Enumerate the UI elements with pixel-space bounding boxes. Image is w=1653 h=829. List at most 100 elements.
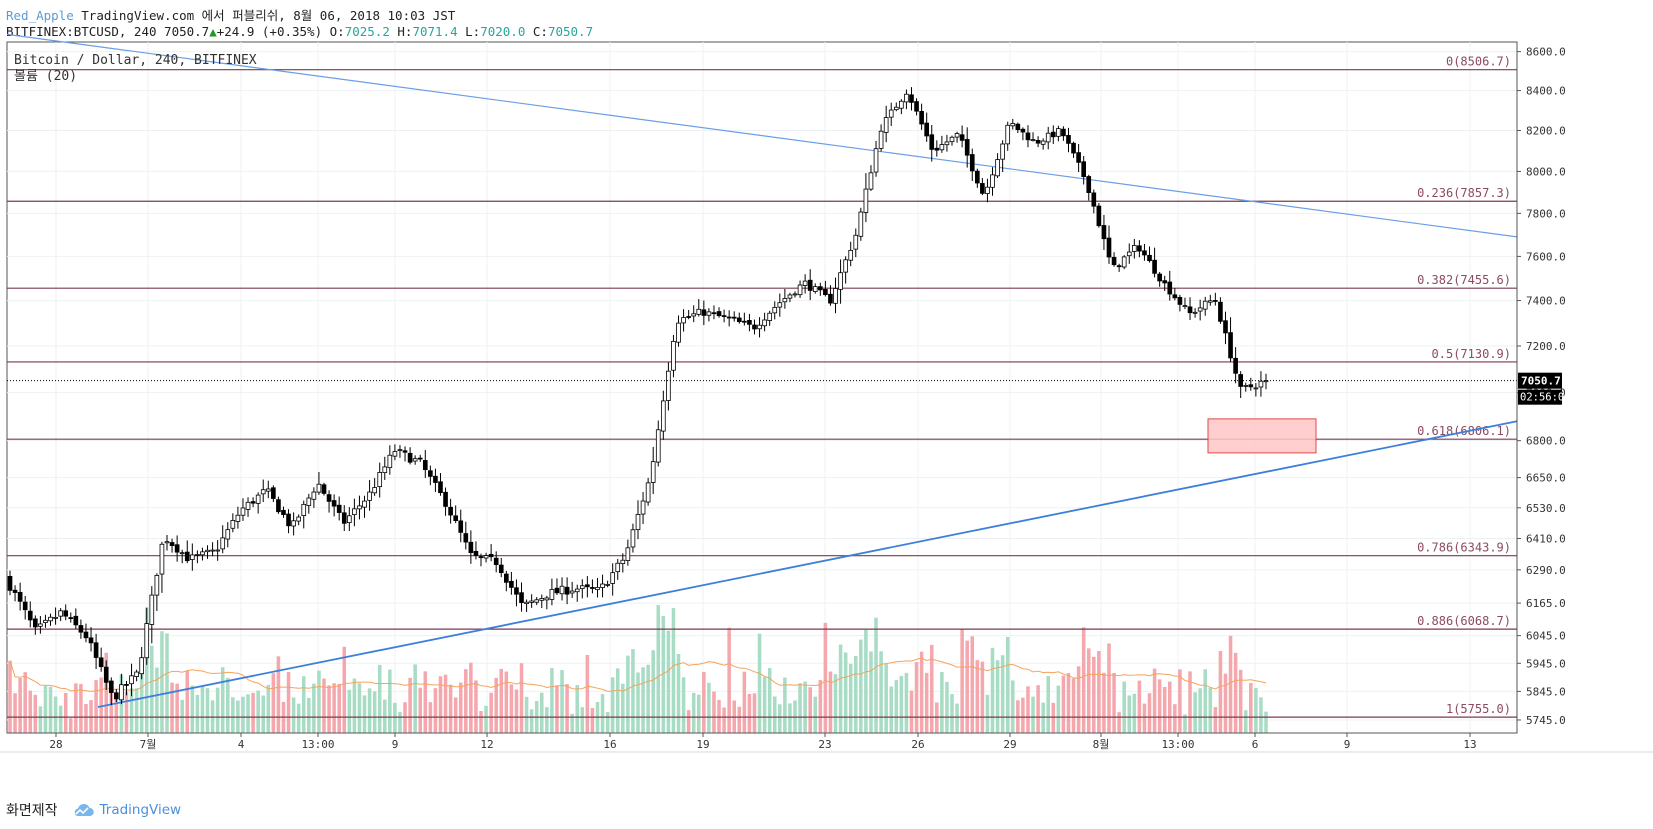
candle-body	[574, 588, 580, 593]
x-tick-label: 26	[911, 738, 924, 751]
candle-body	[762, 319, 767, 327]
candle-body	[1005, 124, 1011, 145]
tradingview-brand[interactable]: TradingView	[72, 802, 181, 818]
volume-bar	[919, 651, 924, 733]
candle-body	[1207, 300, 1213, 303]
volume-bar	[605, 712, 610, 733]
x-tick-label: 9	[1344, 738, 1351, 751]
volume-bar	[165, 633, 169, 733]
volume-bar	[99, 677, 103, 733]
candle-body	[271, 487, 276, 499]
volume-bar	[712, 691, 716, 733]
volume-bar	[970, 636, 975, 733]
candle-body	[154, 575, 160, 596]
candle-body	[974, 170, 980, 184]
y-tick-label: 5945.0	[1526, 657, 1566, 670]
volume-bar	[641, 667, 645, 733]
candle-body	[1167, 281, 1173, 295]
volume-bar	[291, 697, 296, 733]
candle-body	[119, 684, 124, 701]
y-tick-label: 8200.0	[1526, 125, 1566, 138]
volume-bar	[58, 705, 63, 733]
y-tick-label: 8000.0	[1526, 165, 1566, 178]
candle-body	[579, 585, 585, 589]
volume-bar	[929, 644, 934, 733]
volume-bar	[818, 680, 823, 733]
volume-bar	[995, 660, 1000, 733]
footer: 화면제작 TradingView	[6, 800, 181, 820]
y-tick-label: 6165.0	[1526, 597, 1566, 610]
volume-bar	[909, 690, 914, 733]
volume-bar	[889, 686, 893, 733]
volume-bar	[1198, 688, 1202, 733]
candle-body	[108, 680, 114, 693]
candle-body	[524, 601, 529, 604]
candle-body	[848, 249, 854, 261]
volume-bar	[1233, 652, 1238, 733]
volume-bar	[646, 664, 650, 733]
volume-bar	[1178, 669, 1182, 733]
up-arrow-icon: ▲	[209, 24, 217, 39]
candle-body	[797, 284, 803, 296]
candle-body	[103, 666, 109, 683]
volume-bar	[899, 675, 904, 733]
volume-bar	[1208, 687, 1213, 733]
candle-body	[600, 583, 605, 588]
volume-bar	[529, 709, 534, 733]
candle-body	[863, 188, 869, 213]
candle-body	[686, 316, 691, 318]
volume-bar	[170, 682, 174, 733]
candle-body	[731, 316, 737, 319]
candle-body	[888, 109, 894, 118]
volume-bar	[884, 664, 888, 733]
candle-body	[260, 489, 266, 495]
candle-body	[802, 280, 808, 286]
volume-bar	[1076, 666, 1081, 733]
volume-bar	[383, 699, 387, 733]
candle-body	[22, 601, 28, 611]
volume-bar	[464, 669, 468, 733]
trend-line-resistance	[6, 33, 1518, 238]
candle-body	[372, 487, 377, 494]
volume-bar	[985, 694, 990, 733]
volume-bar	[114, 691, 119, 733]
volume-bar	[469, 662, 473, 733]
candle-body	[655, 429, 661, 463]
volume-bar	[1112, 672, 1116, 733]
x-tick-label: 13:00	[1161, 738, 1194, 751]
volume-bar	[697, 694, 701, 733]
volume-bar	[671, 608, 676, 733]
candle-body	[1218, 301, 1223, 322]
x-tick-label: 12	[480, 738, 493, 751]
volume-bar	[139, 659, 144, 733]
candle-body	[1035, 140, 1041, 144]
candle-body	[564, 586, 570, 595]
candle-body	[605, 584, 610, 586]
volume-bar	[575, 685, 579, 733]
volume-bar	[666, 630, 671, 733]
candle-body	[179, 552, 185, 555]
volume-bar	[600, 694, 605, 733]
candle-body	[1177, 296, 1183, 305]
volume-bar	[433, 688, 438, 733]
volume-bar	[661, 616, 666, 733]
volume-bar	[180, 699, 184, 733]
candle-body	[503, 573, 509, 583]
volume-bar	[560, 670, 564, 733]
author-link[interactable]: Red_Apple	[6, 8, 74, 23]
volume-bar	[1071, 678, 1076, 733]
candle-body	[93, 642, 99, 658]
candle-body	[1258, 380, 1264, 388]
candle-body	[883, 117, 889, 133]
volume-bar	[53, 696, 58, 733]
candle-body	[539, 598, 545, 601]
volume-bar	[702, 672, 706, 733]
volume-bar	[778, 704, 782, 733]
y-tick-label: 6045.0	[1526, 630, 1566, 643]
volume-bar	[864, 629, 868, 733]
open-label: O:	[329, 24, 345, 39]
volume-bar	[707, 682, 711, 733]
candle-body	[1172, 294, 1178, 299]
volume-bar	[43, 685, 48, 733]
